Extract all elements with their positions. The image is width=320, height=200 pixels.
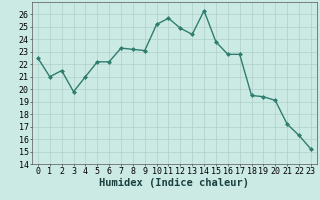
X-axis label: Humidex (Indice chaleur): Humidex (Indice chaleur) bbox=[100, 178, 249, 188]
